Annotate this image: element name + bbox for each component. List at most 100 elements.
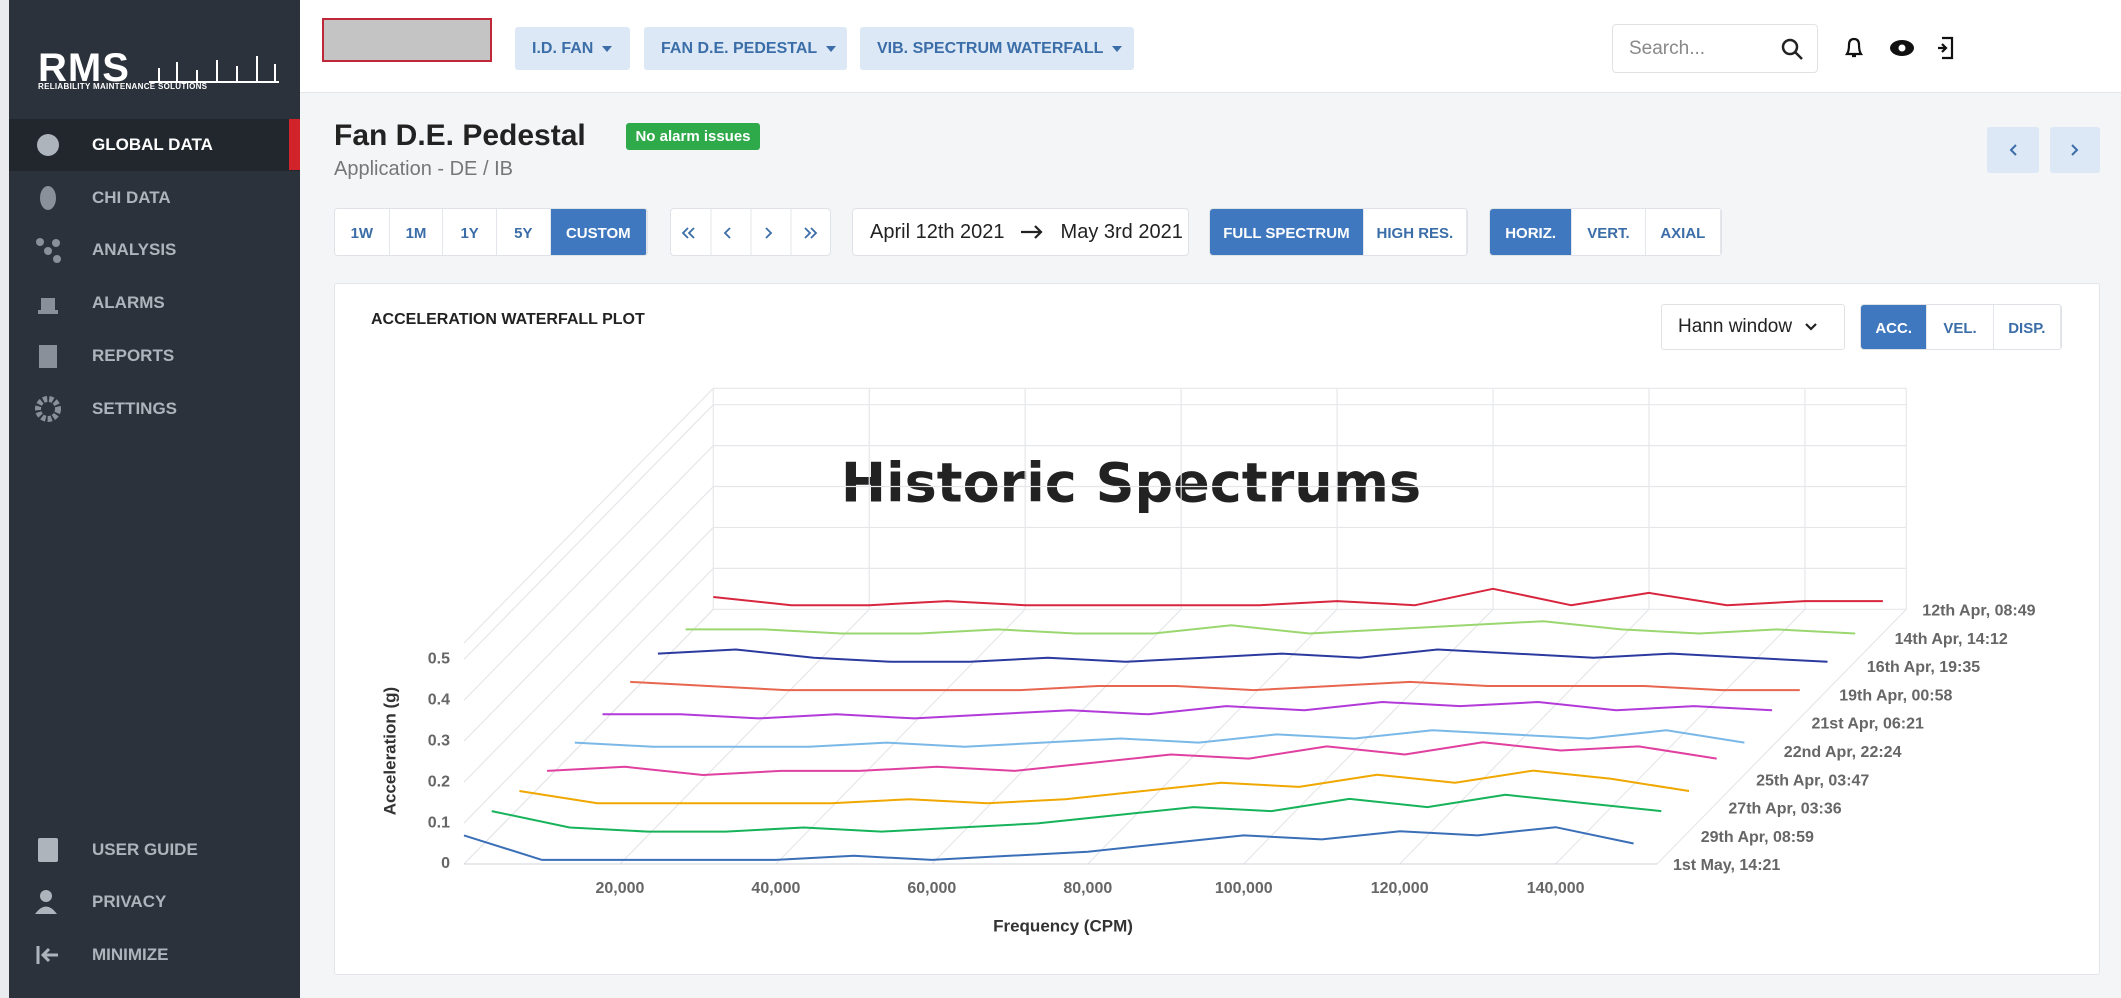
grid-line	[1399, 608, 1650, 865]
series-label: 21st Apr, 06:21	[1812, 716, 1924, 733]
series-label: 22nd Apr, 22:24	[1784, 744, 1902, 761]
nav-label: GLOBAL DATA	[92, 135, 213, 154]
grid-line	[931, 608, 1182, 865]
x-axis-label: Frequency (CPM)	[993, 916, 1133, 935]
x-tick-label: 100,000	[1215, 880, 1273, 897]
nav-label: MINIMIZE	[92, 945, 169, 964]
nav-item[interactable]: REPORTS	[9, 330, 300, 382]
spectrum-line	[685, 620, 1856, 635]
spectrum-line	[602, 701, 1773, 720]
nav-item[interactable]: USER GUIDE	[9, 824, 300, 876]
date-range[interactable]: April 12th 2021 May 3rd 2021	[852, 208, 1189, 256]
breadcrumb[interactable]: FAN D.E. PEDESTAL	[644, 27, 847, 70]
spectrum-line	[519, 769, 1690, 805]
unit-group: ACC. VEL. DISP.	[1860, 304, 2062, 350]
nav-label: ALARMS	[92, 293, 165, 312]
x-tick-label: 80,000	[1063, 880, 1112, 897]
spectrum-line	[713, 587, 1883, 607]
logo-spikes	[149, 56, 279, 83]
grid-line	[463, 567, 714, 824]
grid-line	[619, 608, 870, 865]
nav-item[interactable]: CHI DATA	[9, 172, 300, 224]
series-label: 19th Apr, 00:58	[1839, 687, 1952, 704]
y-axis-label: Acceleration (g)	[380, 687, 399, 815]
direction-group: HORIZ. VERT. AXIAL	[1489, 208, 1722, 256]
nav-item[interactable]: GLOBAL DATA	[9, 119, 300, 171]
direction-button[interactable]: VERT.	[1572, 209, 1646, 255]
chart-title: Historic Spectrums	[841, 452, 1421, 515]
prev-button[interactable]	[1987, 127, 2039, 173]
step-group	[670, 208, 831, 256]
x-tick-label: 40,000	[751, 880, 800, 897]
nav-label: SETTINGS	[92, 399, 178, 418]
series-label: 25th Apr, 03:47	[1756, 772, 1869, 789]
direction-button[interactable]: AXIAL	[1645, 209, 1721, 255]
series-label: 12th Apr, 08:49	[1922, 603, 2035, 620]
sidebar: RMS RELIABILITY MAINTENANCE SOLUTIONS GL…	[0, 0, 300, 998]
spectrum-line	[657, 648, 1828, 663]
start-date: April 12th 2021	[870, 220, 1005, 243]
step-arrows[interactable]	[671, 209, 830, 256]
nav-label: PRIVACY	[92, 892, 167, 911]
y-tick-label: 0.5	[428, 651, 450, 668]
series-label: 1st May, 14:21	[1673, 857, 1780, 874]
spectrum-line	[463, 826, 1634, 861]
breadcrumb-label: FAN D.E. PEDESTAL	[661, 39, 818, 57]
topbar-icons[interactable]	[1842, 35, 1966, 61]
nav-item[interactable]: MINIMIZE	[9, 929, 300, 981]
grid-line	[463, 445, 714, 701]
end-date: May 3rd 2021	[1060, 220, 1183, 243]
next-button[interactable]	[2050, 127, 2100, 173]
nav-item[interactable]: PRIVACY	[9, 876, 300, 928]
grid-line	[775, 608, 1026, 865]
spectrum-group: FULL SPECTRUM HIGH RES.	[1209, 208, 1468, 256]
series-label: 29th Apr, 08:59	[1701, 829, 1814, 846]
direction-button[interactable]: HORIZ.	[1490, 209, 1573, 255]
y-tick-label: 0.3	[428, 732, 450, 749]
breadcrumb[interactable]: I.D. FAN	[515, 27, 630, 70]
grid-line	[463, 404, 714, 660]
logo-tagline: RELIABILITY MAINTENANCE SOLUTIONS	[38, 82, 208, 91]
unit-button[interactable]: VEL.	[1927, 305, 1994, 349]
page-title: Fan D.E. Pedestal	[334, 119, 586, 152]
series-label: 16th Apr, 19:35	[1867, 659, 1980, 676]
breadcrumb[interactable]: VIB. SPECTRUM WATERFALL	[860, 27, 1134, 70]
breadcrumb-label: VIB. SPECTRUM WATERFALL	[877, 39, 1104, 57]
grid	[463, 387, 1907, 865]
series-label: 27th Apr, 03:36	[1728, 801, 1841, 818]
grid-line	[463, 608, 714, 865]
spectrum-line	[547, 741, 1717, 776]
redacted-crumb	[322, 18, 492, 62]
spectrum-button[interactable]: HIGH RES.	[1363, 209, 1467, 255]
nav-label: REPORTS	[92, 346, 175, 365]
x-tick-label: 60,000	[907, 880, 956, 897]
grid-line	[463, 527, 714, 783]
y-tick-label: 0.2	[428, 773, 450, 790]
active-indicator	[289, 119, 300, 170]
logo: RMS	[38, 46, 130, 90]
y-tick-label: 0.1	[428, 814, 450, 831]
grid-line	[1656, 608, 1907, 865]
breadcrumb-label: I.D. FAN	[532, 39, 594, 57]
status-badge: No alarm issues	[626, 123, 760, 150]
x-tick-label: 140,000	[1527, 880, 1585, 897]
range-button[interactable]: 1W	[335, 209, 390, 255]
range-button[interactable]: 1M	[389, 209, 444, 255]
range-button[interactable]: 1Y	[443, 209, 497, 255]
nav-item[interactable]: ANALYSIS	[9, 224, 300, 276]
spectrum-button[interactable]: FULL SPECTRUM	[1210, 209, 1364, 255]
grid-line	[1555, 608, 1806, 865]
range-button[interactable]: 5Y	[496, 209, 551, 255]
window-select[interactable]: Hann window	[1661, 304, 1845, 350]
grid-line	[1087, 608, 1338, 865]
grid-line	[463, 486, 714, 742]
nav-item[interactable]: ALARMS	[9, 277, 300, 329]
nav-item[interactable]: SETTINGS	[9, 383, 300, 435]
search-box[interactable]: Search...	[1612, 24, 1818, 73]
range-button[interactable]: CUSTOM	[550, 209, 647, 255]
y-tick-label: 0.4	[428, 692, 450, 709]
series-label: 14th Apr, 14:12	[1895, 631, 2008, 648]
unit-button[interactable]: DISP.	[1993, 305, 2061, 349]
unit-button[interactable]: ACC.	[1861, 305, 1928, 349]
